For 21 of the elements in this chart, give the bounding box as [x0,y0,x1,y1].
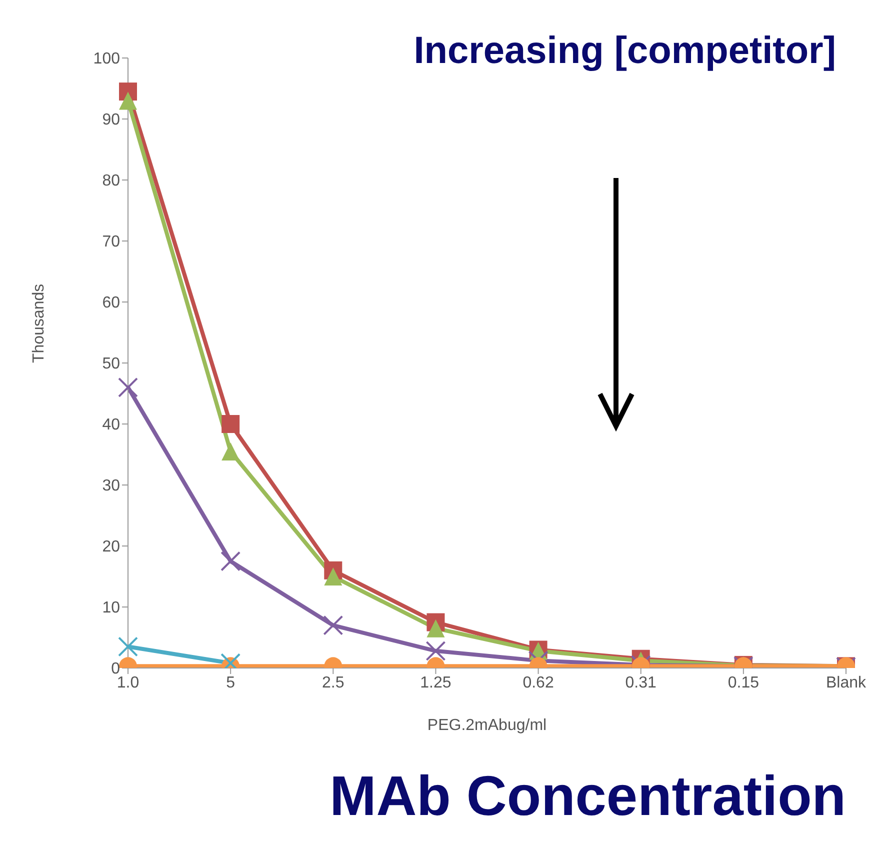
y-tick-label: 10 [102,600,120,617]
y-tick-label: 60 [102,294,120,312]
x-axis-title: PEG.2mAbug/ml [427,717,547,734]
y-tick-label: 40 [102,416,120,434]
x-tick-label: 1.25 [420,674,452,692]
y-tick-label: 30 [102,478,120,495]
y-tick-label: 100 [93,50,120,68]
y-tick-label: 20 [102,538,120,556]
y-tick-label: 70 [102,234,120,251]
y-tick-label: 50 [102,356,120,373]
x-tick-label: 0.62 [522,674,554,692]
x-tick-label: 0.15 [728,674,760,692]
y-tick-label: 90 [102,112,120,129]
text: MAb Concentration [330,763,846,828]
annotation: Increasing [competitor] [414,30,836,73]
x-tick-label: 2.5 [322,674,344,692]
y-axis-title: Thousands [30,284,48,363]
x-tick-label: 0.31 [625,674,657,692]
x-tick-label: Blank [826,674,868,692]
x-tick-label: 5 [226,674,236,692]
y-tick-label: 80 [102,172,120,190]
